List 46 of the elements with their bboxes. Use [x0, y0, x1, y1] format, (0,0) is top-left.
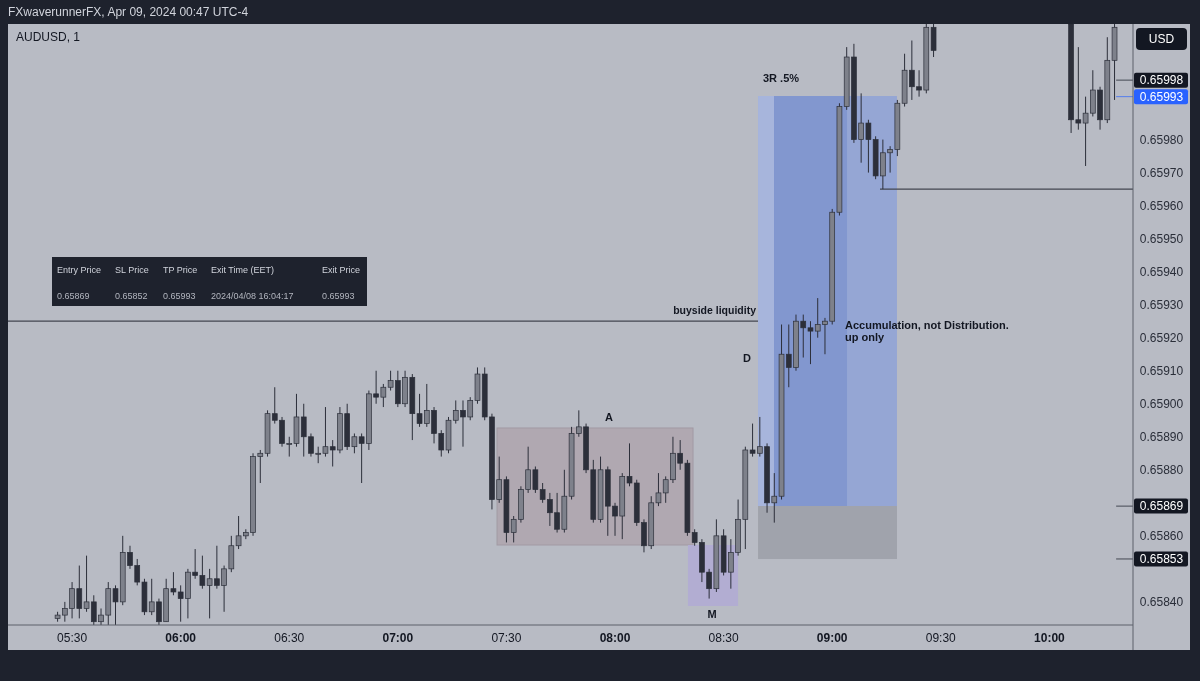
annotation: 0.65993 — [163, 291, 196, 301]
annotation: 0.65993 — [322, 291, 355, 301]
x-tick-label: 06:00 — [165, 630, 197, 645]
x-tick-label: 06:30 — [274, 630, 305, 645]
annotation: Exit Price — [322, 265, 361, 275]
annotation: TP Price — [163, 265, 198, 275]
y-tick-label: 0.65940 — [1139, 264, 1184, 279]
annotation: Accumulation, not Distribution. up only — [845, 319, 1009, 343]
annotation: Entry Price — [57, 265, 102, 275]
annotation: M — [707, 608, 717, 620]
ref-line-label: 0.65869 — [1139, 499, 1184, 514]
ref-line-label: 0.65993 — [1139, 89, 1184, 104]
y-axis-title: USD — [1148, 32, 1175, 46]
annotation: SL Price — [115, 265, 149, 275]
x-tick-label: 09:00 — [816, 630, 848, 645]
y-tick-label: 0.65960 — [1139, 198, 1184, 213]
y-tick-label: 0.65900 — [1139, 396, 1184, 411]
ref-line-label: buyside liquidity — [673, 304, 757, 317]
x-tick-label: 10:00 — [1034, 630, 1066, 645]
chart-title: FXwaverunnerFX, Apr 09, 2024 00:47 UTC-4 — [8, 5, 249, 19]
x-tick-label: 05:30 — [57, 630, 88, 645]
y-tick-label: 0.65890 — [1139, 429, 1184, 444]
x-tick-label: 08:30 — [708, 630, 739, 645]
annotation: 0.65852 — [115, 291, 148, 301]
y-tick-label: 0.65910 — [1139, 363, 1184, 378]
y-tick-label: 0.65930 — [1139, 297, 1184, 312]
y-tick-label: 0.65980 — [1139, 132, 1184, 147]
y-tick-label: 0.65920 — [1139, 330, 1184, 345]
annotation: 3R .5% — [762, 72, 800, 84]
annotation: A — [605, 411, 614, 423]
y-tick-label: 0.65970 — [1139, 165, 1184, 180]
y-tick-label: 0.65950 — [1139, 231, 1184, 246]
x-tick-label: 09:30 — [925, 630, 957, 645]
annotation: D — [743, 352, 752, 364]
y-tick-label: 0.65860 — [1139, 528, 1184, 543]
y-tick-label: 0.65840 — [1139, 594, 1184, 609]
annotation: Exit Time (EET) — [211, 265, 275, 275]
x-tick-label: 07:00 — [382, 630, 414, 645]
annotation: 2024/04/08 16:04:17 — [211, 291, 294, 301]
annotation: 0.65869 — [57, 291, 90, 301]
x-tick-label: 07:30 — [491, 630, 522, 645]
ref-line-label: 0.65998 — [1139, 73, 1184, 88]
text: AUDUSD, 1 — [16, 30, 81, 44]
x-tick-label: 08:00 — [599, 630, 631, 645]
y-tick-label: 0.65880 — [1139, 462, 1184, 477]
ref-line-label: 0.65853 — [1139, 551, 1184, 566]
